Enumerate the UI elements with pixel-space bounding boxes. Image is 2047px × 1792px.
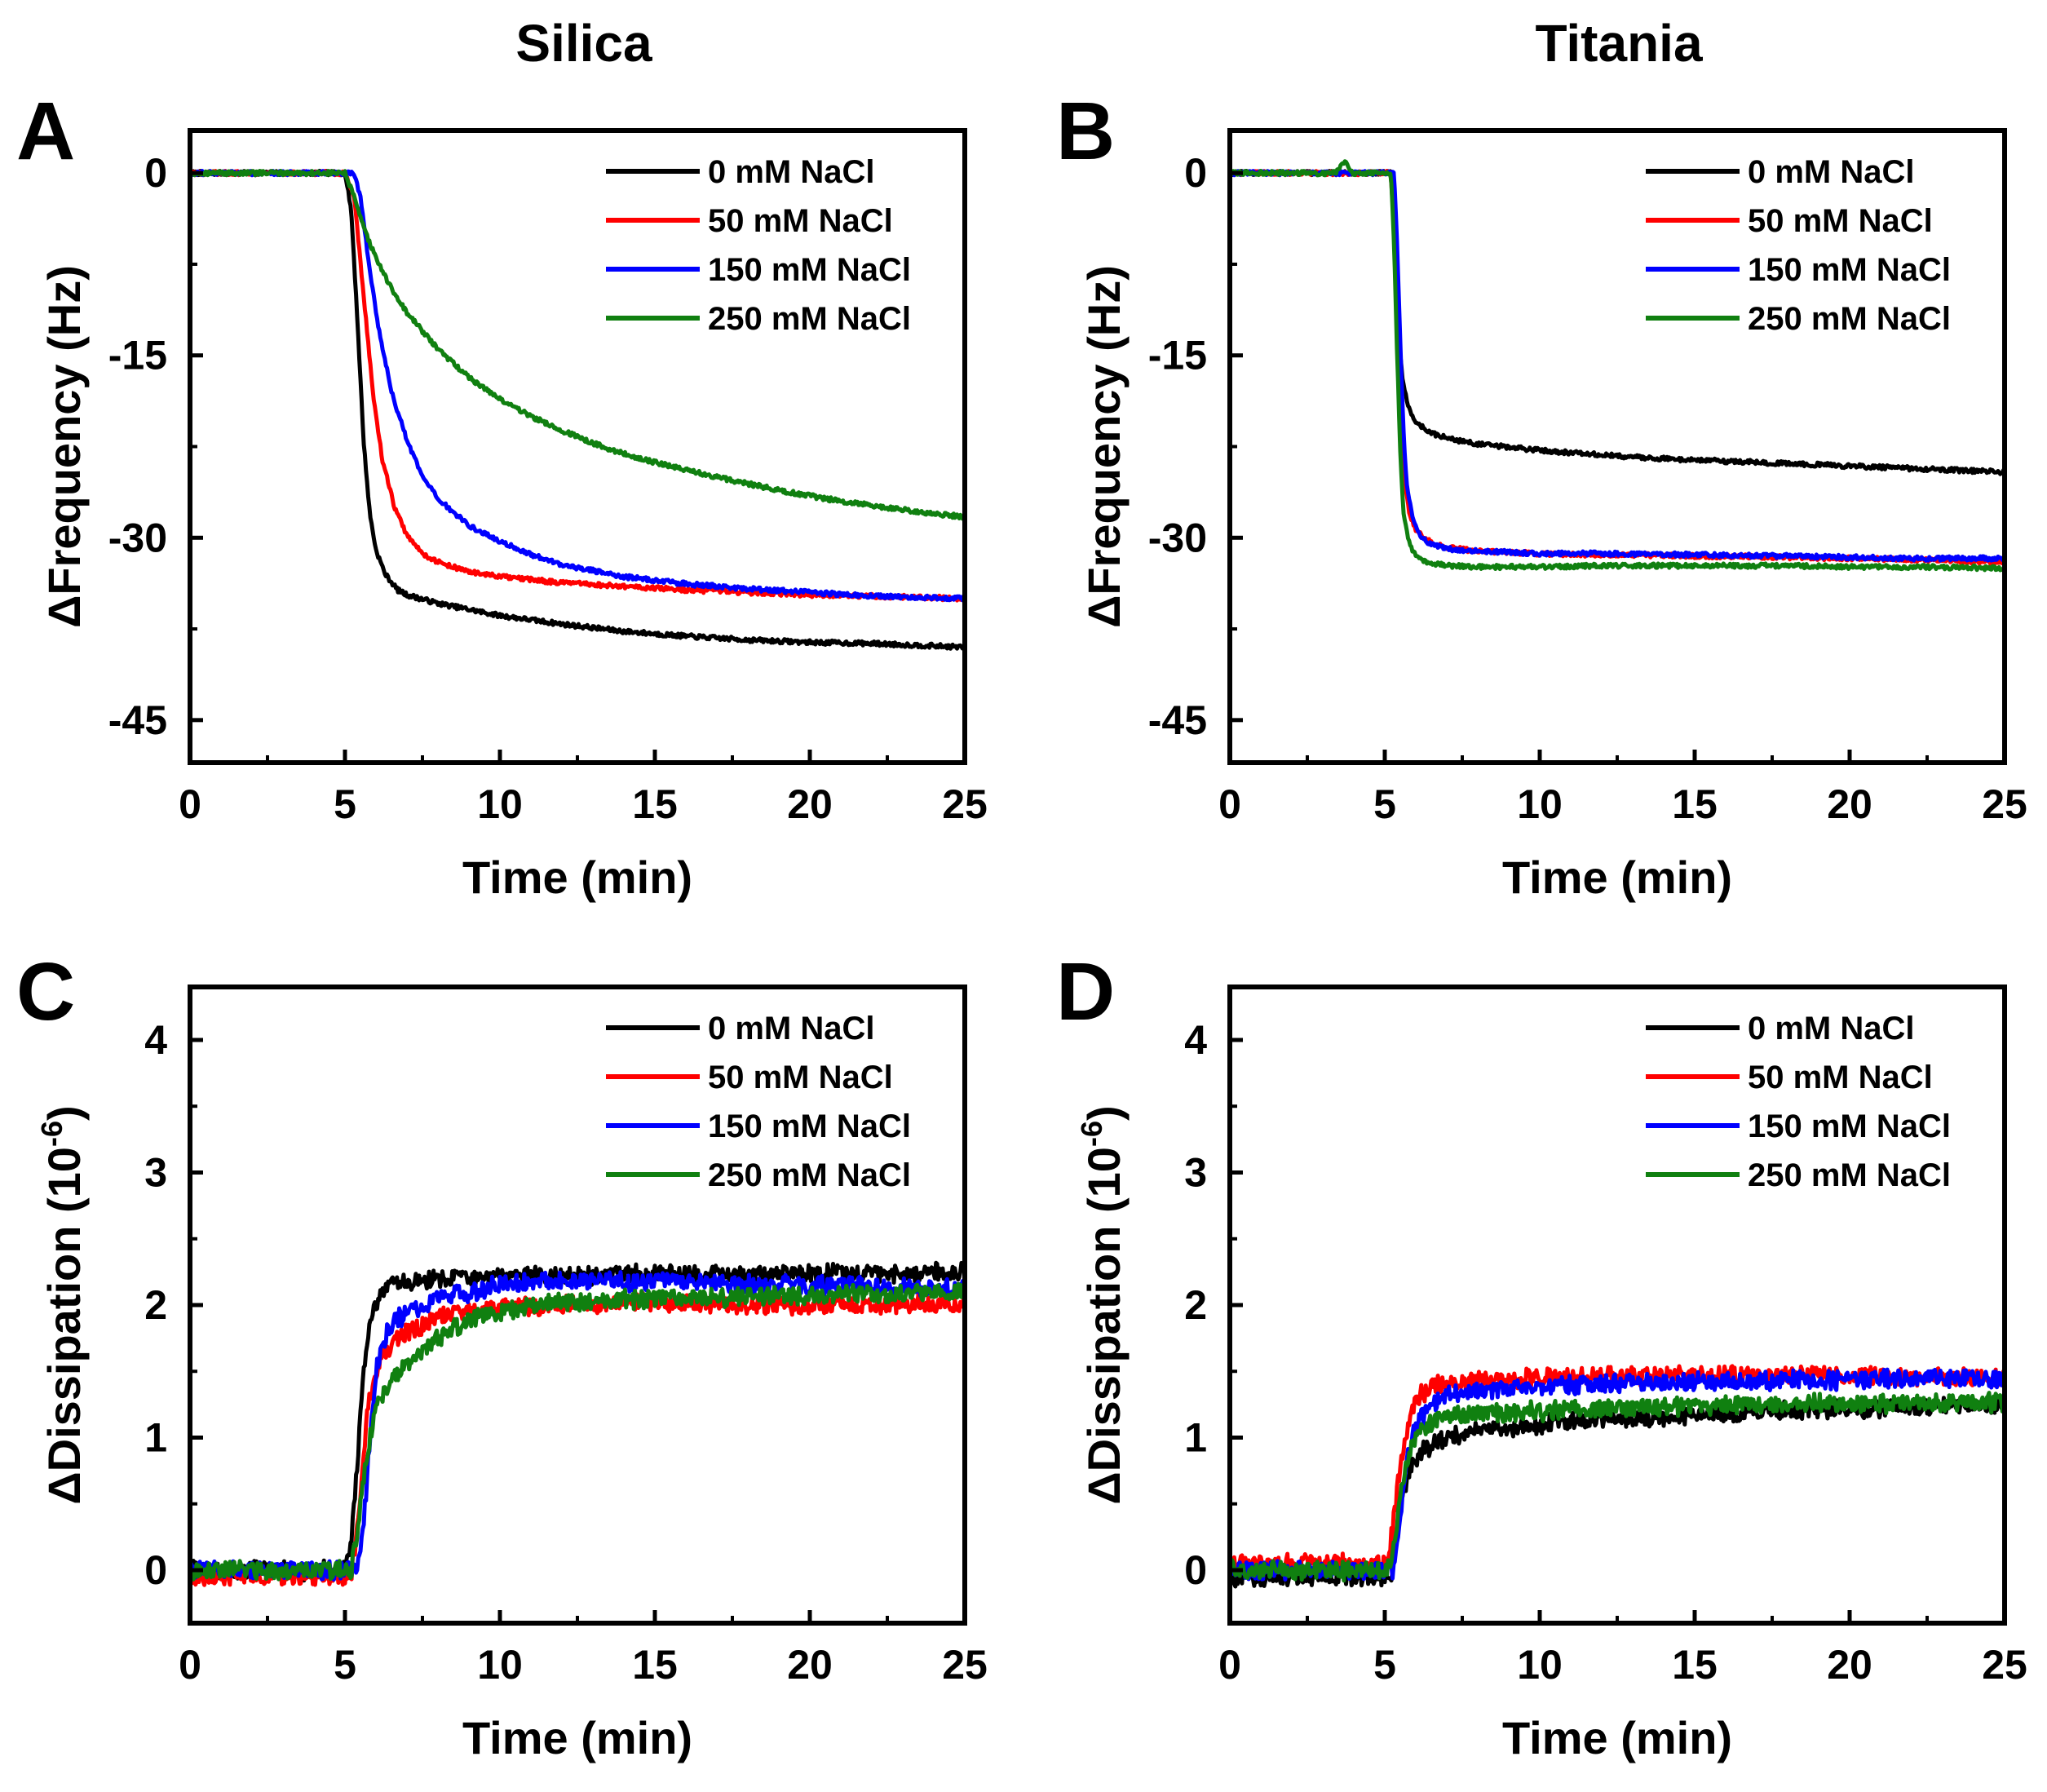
x-tick-label: 5 <box>334 781 356 827</box>
x-axis-label: Time (min) <box>462 1712 692 1763</box>
x-tick-label: 10 <box>1517 1642 1563 1688</box>
y-axis-label: ΔDissipation (10-6) <box>1075 1105 1130 1504</box>
x-tick-label: 5 <box>1373 1642 1396 1688</box>
legend-label: 150 mM NaCl <box>1748 252 1951 288</box>
x-tick-label: 5 <box>1373 781 1396 827</box>
x-tick-label: 15 <box>1672 1642 1718 1688</box>
x-tick-label: 10 <box>477 1642 523 1688</box>
legend-label: 0 mM NaCl <box>1748 1011 1915 1046</box>
legend-label: 250 mM NaCl <box>1748 1157 1951 1193</box>
legend-label: 50 mM NaCl <box>1748 203 1933 239</box>
panel-letter: D <box>1056 946 1115 1038</box>
legend-label: 150 mM NaCl <box>708 252 911 288</box>
legend-label: 250 mM NaCl <box>708 301 911 337</box>
y-tick-label: 1 <box>1184 1415 1207 1461</box>
x-tick-label: 20 <box>787 1642 833 1688</box>
panel-d: D 0 5 10 15 20 25 0 1 2 3 4 Time (min) ΔDissipation (… <box>1056 946 2027 1763</box>
x-tick-label: 20 <box>1827 781 1872 827</box>
panel-letter: C <box>16 946 75 1038</box>
legend: 0 mM NaCl 50 mM NaCl 150 mM NaCl 250 mM NaC… <box>606 154 911 337</box>
legend: 0 mM NaCl 50 mM NaCl 150 mM NaCl 250 mM NaC… <box>1646 1011 1951 1193</box>
column-title-titania: Titania <box>1535 14 1703 73</box>
x-tick-label: 5 <box>334 1642 356 1688</box>
series-group <box>190 169 965 651</box>
series-line-250-mm-nacl <box>190 169 965 521</box>
x-tick-label: 15 <box>632 781 678 827</box>
y-tick-label: -30 <box>1148 515 1207 560</box>
series-group <box>1230 1364 2005 1589</box>
x-tick-label: 10 <box>1517 781 1563 827</box>
column-title-silica: Silica <box>515 14 652 73</box>
y-tick-label: 0 <box>1184 1547 1207 1593</box>
legend-label: 0 mM NaCl <box>1748 154 1915 190</box>
y-axis-label: ΔFrequency (Hz) <box>38 265 90 628</box>
panel-letter: A <box>16 86 75 177</box>
y-tick-label: 3 <box>1184 1150 1207 1196</box>
legend-label: 150 mM NaCl <box>1748 1108 1951 1144</box>
y-axis-label: ΔFrequency (Hz) <box>1078 265 1130 628</box>
y-tick-label: -45 <box>108 697 167 743</box>
legend-label: 250 mM NaCl <box>1748 301 1951 337</box>
y-tick-label: -15 <box>108 333 167 378</box>
x-tick-label: 0 <box>179 1642 201 1688</box>
y-axis-label: ΔDissipation (10-6) <box>35 1105 90 1504</box>
x-tick-label: 25 <box>942 1642 988 1688</box>
series-group <box>1230 159 2005 573</box>
panel-a: A 0 5 10 15 20 25 0 -15 -30 -45 Time (min) ΔFrequenc… <box>16 86 988 903</box>
x-tick-label: 25 <box>1982 1642 2027 1688</box>
panel-letter: B <box>1056 86 1115 177</box>
x-tick-label: 20 <box>787 781 833 827</box>
y-tick-label: 3 <box>144 1150 167 1196</box>
legend: 0 mM NaCl 50 mM NaCl 150 mM NaCl 250 mM NaC… <box>606 1011 911 1193</box>
y-tick-label: -45 <box>1148 697 1207 743</box>
legend-label: 0 mM NaCl <box>708 154 875 190</box>
y-tick-label: 1 <box>144 1415 167 1461</box>
y-tick-label: 0 <box>1184 150 1207 196</box>
series-line-250-mm-nacl <box>190 1281 965 1582</box>
y-tick-label: 0 <box>144 1547 167 1593</box>
x-axis-label: Time (min) <box>1502 852 1732 903</box>
x-tick-label: 25 <box>942 781 988 827</box>
panel-b: B 0 5 10 15 20 25 0 -15 -30 -45 Time (min) ΔFrequenc… <box>1056 86 2027 903</box>
x-tick-label: 20 <box>1827 1642 1872 1688</box>
y-tick-label: -15 <box>1148 333 1207 378</box>
legend-label: 50 mM NaCl <box>708 1060 893 1095</box>
x-tick-label: 15 <box>632 1642 678 1688</box>
series-line-250-mm-nacl <box>1230 159 2005 573</box>
legend-label: 50 mM NaCl <box>1748 1060 1933 1095</box>
y-tick-label: 2 <box>1184 1282 1207 1328</box>
legend-label: 250 mM NaCl <box>708 1157 911 1193</box>
legend-label: 50 mM NaCl <box>708 203 893 239</box>
series-group <box>190 1260 965 1587</box>
legend-label: 0 mM NaCl <box>708 1011 875 1046</box>
y-tick-label: 4 <box>1184 1017 1207 1063</box>
x-tick-label: 0 <box>1218 1642 1241 1688</box>
y-tick-label: 4 <box>144 1017 167 1063</box>
x-tick-label: 25 <box>1982 781 2027 827</box>
y-tick-label: 2 <box>144 1282 167 1328</box>
x-axis-label: Time (min) <box>462 852 692 903</box>
series-line-250-mm-nacl <box>1230 1391 2005 1583</box>
x-tick-label: 15 <box>1672 781 1718 827</box>
x-tick-label: 10 <box>477 781 523 827</box>
legend: 0 mM NaCl 50 mM NaCl 150 mM NaCl 250 mM NaC… <box>1646 154 1951 337</box>
y-tick-label: 0 <box>144 150 167 196</box>
x-axis-label: Time (min) <box>1502 1712 1732 1763</box>
legend-label: 150 mM NaCl <box>708 1108 911 1144</box>
x-tick-label: 0 <box>1218 781 1241 827</box>
x-tick-label: 0 <box>179 781 201 827</box>
panel-c: C 0 5 10 15 20 25 0 1 2 3 4 Time (min) ΔDissipation (… <box>16 946 988 1763</box>
y-tick-label: -30 <box>108 515 167 560</box>
